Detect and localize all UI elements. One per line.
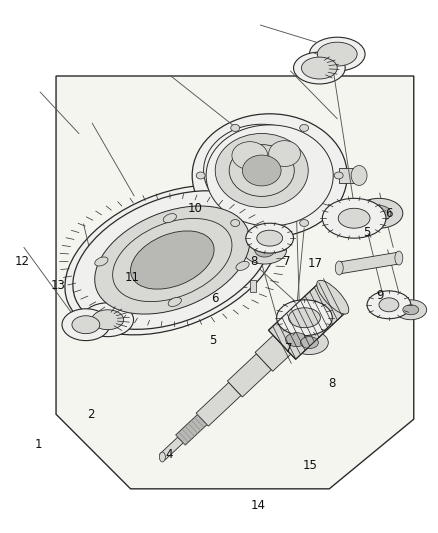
Ellipse shape [113, 219, 232, 302]
Ellipse shape [95, 257, 108, 266]
Ellipse shape [286, 333, 307, 346]
Text: 8: 8 [328, 377, 336, 390]
Ellipse shape [293, 52, 345, 84]
Ellipse shape [367, 291, 411, 319]
Text: 10: 10 [187, 201, 202, 215]
Ellipse shape [168, 297, 181, 306]
Ellipse shape [277, 300, 332, 336]
Ellipse shape [395, 300, 427, 320]
Polygon shape [255, 335, 291, 371]
Ellipse shape [275, 326, 318, 353]
Ellipse shape [231, 220, 240, 227]
Ellipse shape [236, 261, 249, 270]
Text: 15: 15 [303, 459, 318, 472]
Text: 7: 7 [285, 342, 293, 355]
Ellipse shape [242, 155, 281, 186]
Ellipse shape [395, 251, 403, 265]
Polygon shape [196, 383, 241, 426]
Ellipse shape [318, 42, 357, 66]
Text: 17: 17 [307, 257, 322, 270]
Text: 8: 8 [250, 255, 258, 268]
Text: 6: 6 [385, 207, 392, 220]
Polygon shape [339, 167, 359, 183]
Polygon shape [227, 354, 272, 397]
Ellipse shape [300, 125, 309, 132]
Polygon shape [56, 76, 414, 489]
Ellipse shape [300, 337, 318, 349]
Ellipse shape [215, 133, 308, 207]
Ellipse shape [334, 172, 343, 179]
Text: 5: 5 [209, 334, 216, 347]
Ellipse shape [159, 452, 165, 462]
Ellipse shape [351, 166, 367, 185]
Ellipse shape [231, 125, 240, 132]
Ellipse shape [192, 114, 347, 237]
Ellipse shape [196, 172, 205, 179]
Ellipse shape [92, 310, 124, 330]
Ellipse shape [309, 37, 365, 71]
Ellipse shape [289, 308, 320, 328]
Text: 4: 4 [165, 448, 173, 461]
Polygon shape [250, 280, 256, 292]
Ellipse shape [317, 280, 349, 314]
Ellipse shape [246, 223, 293, 253]
Ellipse shape [232, 142, 268, 169]
Ellipse shape [72, 316, 100, 334]
Polygon shape [339, 252, 399, 274]
Ellipse shape [82, 303, 134, 337]
Ellipse shape [243, 236, 286, 264]
Ellipse shape [163, 214, 177, 223]
Ellipse shape [335, 261, 343, 275]
Ellipse shape [65, 185, 280, 335]
Ellipse shape [301, 57, 337, 79]
Text: 9: 9 [376, 289, 384, 302]
Ellipse shape [403, 305, 419, 315]
Text: 11: 11 [124, 271, 139, 284]
Ellipse shape [95, 206, 250, 314]
Polygon shape [268, 282, 346, 359]
Ellipse shape [73, 191, 272, 329]
Text: 5: 5 [363, 225, 371, 239]
Ellipse shape [322, 198, 386, 238]
Text: 1: 1 [35, 438, 42, 450]
Polygon shape [159, 437, 183, 460]
Ellipse shape [255, 243, 275, 257]
Text: 13: 13 [50, 279, 65, 292]
Ellipse shape [355, 198, 403, 228]
Text: 12: 12 [15, 255, 30, 268]
Ellipse shape [257, 230, 283, 246]
Polygon shape [176, 415, 207, 445]
Ellipse shape [131, 231, 214, 289]
Ellipse shape [204, 124, 320, 217]
Text: 6: 6 [211, 292, 219, 305]
Ellipse shape [268, 141, 300, 166]
Text: 2: 2 [87, 408, 94, 422]
Ellipse shape [206, 125, 333, 226]
Ellipse shape [379, 298, 399, 312]
Ellipse shape [367, 205, 391, 221]
Ellipse shape [300, 220, 309, 227]
Ellipse shape [290, 330, 328, 354]
Text: 14: 14 [251, 498, 266, 512]
Ellipse shape [229, 144, 294, 196]
Ellipse shape [338, 208, 370, 228]
Text: 7: 7 [283, 255, 290, 268]
Ellipse shape [62, 309, 110, 341]
